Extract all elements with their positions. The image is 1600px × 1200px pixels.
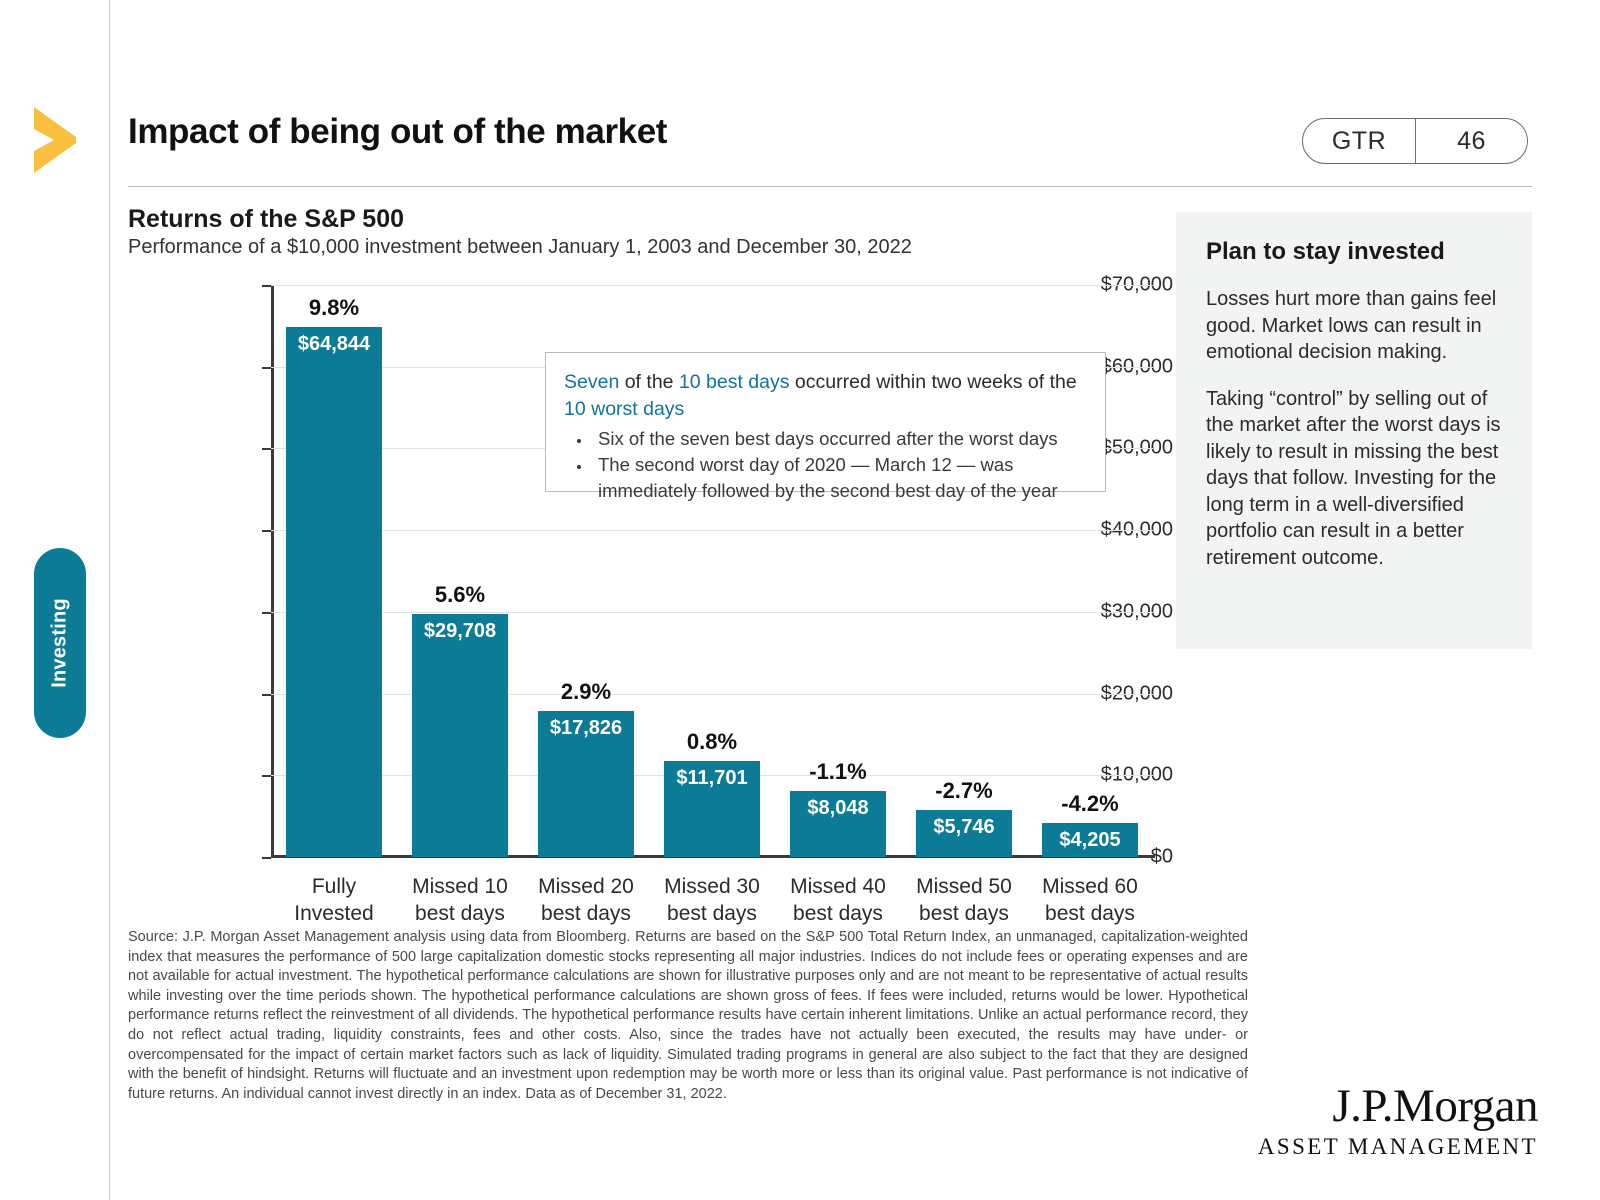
callout-lead-text: Seven of the 10 best days occurred withi… (564, 369, 1087, 423)
y-axis-tick-label: $10,000 (1100, 763, 1173, 786)
bar-value-label: $17,826 (549, 717, 623, 740)
y-axis-tick-mark (262, 530, 271, 533)
y-axis-tick-mark (262, 693, 271, 696)
x-axis-tick-label: Missed 40 best days (775, 873, 901, 927)
bar-value-label: $64,844 (297, 333, 371, 356)
x-axis-tick-label-line: best days (667, 902, 757, 925)
callout-highlight-seven: Seven (564, 371, 620, 393)
bar-value-label: $29,708 (423, 620, 497, 643)
bar-value-label: $5,746 (933, 816, 995, 839)
side-panel-title: Plan to stay invested (1206, 238, 1445, 265)
bar-percent-label: 2.9% (560, 679, 612, 705)
y-axis-tick-label: $60,000 (1100, 355, 1173, 378)
y-axis-tick-mark (262, 285, 271, 287)
page-title: Impact of being out of the market (128, 112, 668, 151)
chart-bar: $8,048 (790, 791, 886, 857)
y-axis-tick-label: $40,000 (1100, 518, 1173, 541)
gridline (271, 693, 1153, 695)
logo-wordmark: J.P.Morgan (1332, 1080, 1538, 1132)
callout-box: Seven of the 10 best days occurred withi… (545, 352, 1106, 501)
x-axis-tick-label: Missed 50 best days (901, 873, 1027, 927)
bar-value-label: $8,048 (807, 797, 869, 820)
bar-value-label: $11,701 (676, 767, 748, 790)
source-footnote: Source: J.P. Morgan Asset Management ana… (128, 929, 1248, 1102)
bar-percent-label: 5.6% (434, 582, 486, 608)
chevron-right-icon (34, 107, 76, 173)
x-axis-tick-label-line: Missed 20 (538, 875, 634, 898)
gridline (271, 285, 1153, 286)
y-axis-tick-label: $30,000 (1100, 600, 1173, 623)
sidebar-tab-label: Investing (48, 598, 71, 688)
y-axis-tick-mark (262, 611, 271, 614)
x-axis-tick-label-line: best days (415, 902, 505, 925)
y-axis-tick-label: $20,000 (1100, 682, 1173, 705)
x-axis-tick-label-line: Missed 50 (916, 875, 1012, 898)
x-axis-tick-label: Missed 30 best days (649, 873, 775, 927)
x-axis-tick-label-line: best days (541, 902, 631, 925)
logo-tagline: ASSET MANAGEMENT (1257, 1134, 1538, 1159)
x-axis-tick-label-line: best days (919, 902, 1009, 925)
gridline (271, 530, 1153, 532)
left-rail: Investing (0, 0, 110, 1200)
callout-bullet-item: The second worst day of 2020 — March 12 … (592, 452, 1087, 504)
callout-highlight-worst-days: 10 worst days (564, 398, 685, 420)
x-axis-tick-label: Missed 10 best days (397, 873, 523, 927)
callout-bullet-list: Six of the seven best days occurred afte… (572, 426, 1087, 504)
callout-highlight-best-days: 10 best days (678, 371, 790, 393)
side-panel-paragraph: Losses hurt more than gains feel good. M… (1206, 288, 1497, 363)
bar-percent-label: -2.7% (935, 778, 993, 804)
x-axis-tick-label: Missed 20 best days (523, 873, 649, 927)
x-axis-tick-label-line: Missed 40 (790, 875, 886, 898)
callout-text-1: of the (619, 371, 679, 393)
y-axis-tick-mark (262, 857, 271, 859)
x-axis-tick-label: Fully Invested (271, 873, 397, 927)
y-axis-tick-mark (262, 775, 271, 778)
y-axis-line (271, 285, 274, 857)
x-axis-tick-label-line: best days (793, 902, 883, 925)
chart-plot-area: $64,844 9.8% $29,708 5.6% $17,826 2.9% $11,701… (271, 285, 1153, 857)
bar-percent-label: -1.1% (809, 759, 867, 785)
side-panel-paragraph: Taking “control” by selling out of the m… (1206, 387, 1501, 569)
side-panel: Plan to stay invested Losses hurt more t… (1176, 212, 1532, 649)
chart-bar: $5,746 (916, 810, 1012, 857)
header-divider (128, 186, 1532, 187)
y-axis-tick-label: $70,000 (1100, 273, 1173, 296)
gtr-badge-label: GTR (1331, 126, 1387, 155)
chart-title: Returns of the S&P 500 (128, 205, 405, 233)
sidebar-tab-investing[interactable]: Investing (34, 548, 86, 738)
x-axis-tick-label-line: best days (1045, 902, 1135, 925)
callout-text-2: occurred within two weeks of the (789, 371, 1077, 393)
gtr-badge-page-number: 46 (1415, 119, 1527, 163)
x-axis-tick-label-line: Invested (294, 902, 374, 925)
gtr-badge: GTR 46 (1302, 118, 1528, 164)
x-axis-tick-label-line: Fully (311, 875, 357, 898)
chart-bar: $64,844 (286, 327, 382, 857)
bar-percent-label: -4.2% (1061, 790, 1119, 816)
bar-value-label: $4,205 (1059, 828, 1121, 851)
y-axis-tick-mark (262, 366, 271, 369)
x-axis-tick-label: Missed 60 best days (1027, 873, 1153, 927)
gridline (271, 611, 1153, 613)
chart-bar: $11,701 (664, 761, 760, 857)
callout-bullet-item: Six of the seven best days occurred afte… (592, 426, 1087, 452)
y-axis-tick-label: $0 (1150, 845, 1173, 868)
bar-chart: $0 $10,000 $20,000 $30,000 $40,000 $50,000 $60… (128, 273, 1173, 925)
jpmorgan-logo: J.P.Morgan ASSET MANAGEMENT (1257, 1080, 1539, 1160)
chart-bar: $29,708 (412, 614, 508, 857)
x-axis-tick-label-line: Missed 10 (412, 875, 508, 898)
x-axis-tick-label-line: Missed 30 (664, 875, 760, 898)
bar-percent-label: 9.8% (308, 295, 360, 321)
chart-subtitle: Performance of a $10,000 investment betw… (128, 236, 912, 258)
bar-percent-label: 0.8% (686, 729, 738, 755)
y-axis-tick-mark (262, 448, 271, 451)
chart-bar: $17,826 (538, 711, 634, 857)
y-axis-tick-label: $50,000 (1100, 436, 1173, 459)
x-axis-tick-label-line: Missed 60 (1042, 875, 1138, 898)
chart-bar: $4,205 (1042, 822, 1138, 857)
